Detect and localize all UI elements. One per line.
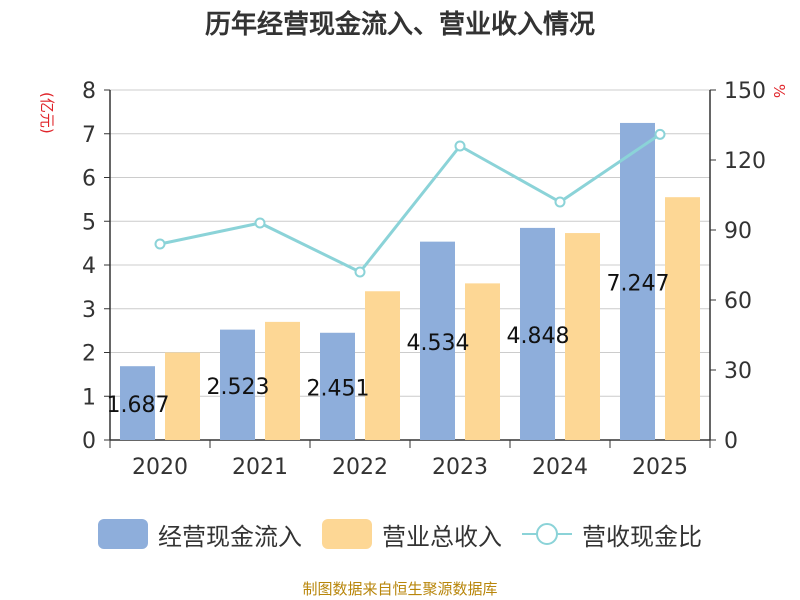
- legend-label-ratio: 营收现金比: [582, 522, 702, 551]
- left-axis-tick-label: 3: [82, 298, 96, 323]
- right-axis-unit: %: [770, 83, 789, 99]
- bar-revenue: [365, 291, 400, 440]
- left-axis-tick-label: 0: [82, 429, 96, 454]
- source-note: 制图数据来自恒生聚源数据库: [302, 580, 498, 598]
- left-axis-unit: (亿元): [38, 92, 56, 134]
- bar-revenue: [465, 283, 500, 440]
- x-axis-tick-label: 2024: [532, 455, 588, 480]
- x-axis-tick-label: 2020: [132, 455, 188, 480]
- point-ratio: [554, 196, 566, 208]
- bar-cash-inflow: [620, 122, 655, 440]
- data-label-cash-inflow: 4.848: [507, 324, 570, 349]
- left-axis-tick-label: 4: [82, 254, 96, 279]
- point-ratio: [354, 266, 366, 278]
- left-axis-tick-label: 6: [82, 167, 96, 192]
- data-label-cash-inflow: 7.247: [607, 271, 670, 296]
- right-axis-tick-label: 90: [724, 219, 752, 244]
- x-axis-tick-label: 2021: [232, 455, 288, 480]
- point-ratio: [654, 128, 666, 140]
- bar-cash-inflow: [220, 329, 255, 440]
- legend-item-cash-inflow[interactable]: 经营现金流入: [98, 516, 302, 552]
- right-axis-tick-label: 0: [724, 429, 738, 454]
- legend-label-revenue: 营业总收入: [382, 522, 502, 551]
- point-ratio: [254, 217, 266, 229]
- data-label-cash-inflow: 2.451: [307, 376, 370, 401]
- left-axis-tick-label: 7: [82, 123, 96, 148]
- right-axis-tick-label: 30: [724, 359, 752, 384]
- legend-swatch-cash-inflow: [98, 519, 148, 549]
- legend-item-ratio[interactable]: 营收现金比: [522, 516, 702, 552]
- point-ratio: [154, 238, 166, 250]
- legend-label-cash-inflow: 经营现金流入: [158, 522, 302, 551]
- bar-cash-inflow: [320, 332, 355, 440]
- legend-line-ratio: [522, 519, 572, 549]
- line-ratio: [159, 133, 661, 274]
- left-axis-tick-label: 1: [82, 385, 96, 410]
- right-axis-tick-label: 150: [724, 79, 766, 104]
- bar-cash-inflow: [520, 227, 555, 440]
- bar-revenue: [165, 352, 200, 440]
- x-axis-tick-label: 2025: [632, 455, 688, 480]
- chart-title: 历年经营现金流入、营业收入情况: [204, 10, 595, 40]
- bar-revenue: [265, 321, 300, 440]
- right-axis-tick-label: 120: [724, 149, 766, 174]
- x-axis-tick-label: 2022: [332, 455, 388, 480]
- bar-revenue: [565, 233, 600, 440]
- legend-item-revenue[interactable]: 营业总收入: [322, 516, 502, 552]
- left-axis-tick-label: 2: [82, 342, 96, 367]
- data-label-cash-inflow: 1.687: [107, 393, 170, 418]
- legend: 经营现金流入 营业总收入 营收现金比: [0, 516, 800, 556]
- right-axis-tick-label: 60: [724, 289, 752, 314]
- data-label-cash-inflow: 4.534: [407, 331, 470, 356]
- bar-revenue: [665, 197, 700, 440]
- x-axis-tick-label: 2023: [432, 455, 488, 480]
- legend-swatch-revenue: [322, 519, 372, 549]
- left-axis-tick-label: 5: [82, 210, 96, 235]
- left-axis-tick-label: 8: [82, 79, 96, 104]
- point-ratio: [454, 140, 466, 152]
- data-label-cash-inflow: 2.523: [207, 375, 270, 400]
- bar-cash-inflow: [420, 241, 455, 440]
- bar-cash-inflow: [120, 366, 155, 440]
